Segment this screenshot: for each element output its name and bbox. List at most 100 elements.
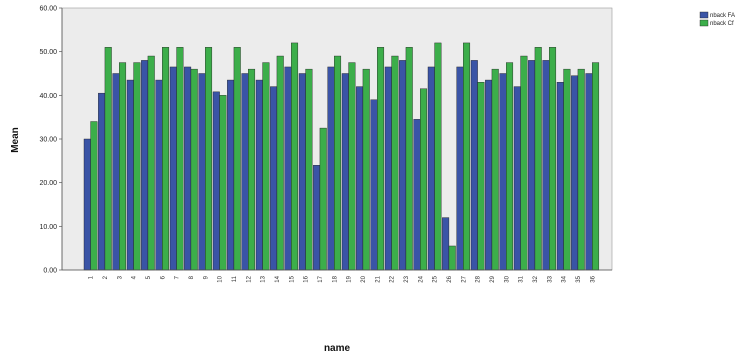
bar-series1-cat18 — [327, 66, 335, 271]
bar-series2-cat14 — [276, 55, 284, 271]
bar-series1-cat10 — [212, 91, 220, 271]
bar-series1-cat14 — [270, 86, 278, 271]
bar-series2-cat21 — [377, 47, 385, 271]
y-tick-label: 10.00 — [39, 224, 57, 231]
bar-series1-cat25 — [427, 66, 435, 271]
bar-series2-cat23 — [405, 47, 413, 271]
y-tick-label: 20.00 — [39, 180, 57, 187]
bar-series1-cat31 — [513, 86, 521, 271]
bar-series2-cat4 — [133, 62, 141, 271]
x-category-label: 6 — [160, 275, 166, 279]
legend-swatch-2 — [699, 19, 709, 27]
bar-series1-cat2 — [98, 92, 106, 271]
x-category-label: 18 — [332, 275, 338, 282]
x-category-label: 15 — [289, 275, 295, 282]
bar-series1-cat9 — [198, 73, 206, 271]
legend-label-2: nback Cf — [710, 21, 734, 27]
x-category-label: 25 — [433, 275, 439, 282]
x-category-label: 4 — [132, 275, 138, 279]
x-category-label: 20 — [361, 275, 367, 282]
y-axis-ticks: 0.00 10.00 20.00 30.00 40.00 50.00 60.00 — [39, 6, 62, 275]
bar-series1-cat8 — [184, 66, 192, 271]
bar-series2-cat33 — [549, 47, 557, 271]
bar-series2-cat15 — [291, 42, 299, 271]
x-category-label: 33 — [547, 275, 553, 282]
bar-series2-cat17 — [319, 127, 327, 271]
y-tick-label: 50.00 — [39, 49, 57, 56]
bar-series1-cat4 — [126, 79, 134, 271]
x-category-label: 35 — [576, 275, 582, 282]
x-category-label: 17 — [318, 275, 324, 282]
bar-series1-cat27 — [456, 66, 464, 271]
x-axis-labels: 1 2 3 4 5 6 7 8 9 10 11 12 13 14 15 16 17 18 19 20 21 22 23 24 2… — [89, 275, 597, 282]
bar-series2-cat5 — [147, 55, 155, 271]
bar-series1-cat20 — [356, 86, 364, 271]
bar-series2-cat13 — [262, 62, 270, 271]
bar-series1-cat24 — [413, 119, 421, 271]
legend: nback FA nback Cf — [699, 11, 735, 27]
bar-series1-cat15 — [284, 66, 292, 271]
bar-series2-cat8 — [190, 68, 198, 271]
bar-series1-cat23 — [399, 60, 407, 271]
x-category-label: 34 — [562, 275, 568, 282]
x-category-label: 31 — [519, 275, 525, 282]
bar-series2-cat19 — [348, 62, 356, 271]
x-category-label: 5 — [146, 275, 152, 279]
legend-swatch-1 — [699, 11, 709, 19]
bar-series1-cat7 — [169, 66, 177, 271]
bar-series2-cat26 — [448, 245, 456, 271]
x-category-label: 23 — [404, 275, 410, 282]
bar-series1-cat6 — [155, 79, 163, 271]
bar-series1-cat11 — [227, 79, 235, 271]
bar-series2-cat35 — [577, 68, 585, 271]
x-category-label: 10 — [218, 275, 224, 282]
bar-series2-cat36 — [592, 62, 600, 271]
bar-series2-cat31 — [520, 55, 528, 271]
bar-series2-cat12 — [248, 68, 256, 271]
bar-series2-cat24 — [420, 88, 428, 271]
x-category-label: 7 — [175, 275, 181, 279]
bar-series1-cat32 — [528, 60, 536, 271]
bar-series1-cat22 — [384, 66, 392, 271]
x-category-label: 28 — [476, 275, 482, 282]
x-category-label: 2 — [103, 275, 109, 279]
bar-series1-cat17 — [313, 164, 321, 271]
x-category-label: 22 — [390, 275, 396, 282]
bar-series2-cat11 — [233, 47, 241, 271]
bar-series1-cat34 — [556, 82, 564, 271]
bar-series1-cat12 — [241, 73, 249, 271]
bar-series2-cat32 — [534, 47, 542, 271]
bar-series2-cat10 — [219, 95, 227, 271]
y-tick-label: 60.00 — [39, 6, 57, 13]
x-category-label: 13 — [261, 275, 267, 282]
bar-series1-cat19 — [341, 73, 349, 271]
bar-series2-cat28 — [477, 82, 485, 271]
x-category-label: 8 — [189, 275, 195, 279]
x-category-label: 32 — [533, 275, 539, 282]
bar-series2-cat16 — [305, 68, 313, 271]
x-category-label: 24 — [418, 275, 424, 282]
y-axis-title: Mean — [10, 127, 21, 153]
x-category-label: 9 — [203, 275, 209, 279]
bar-series2-cat9 — [205, 47, 213, 271]
x-category-label: 14 — [275, 275, 281, 282]
y-tick-label: 30.00 — [39, 137, 57, 144]
bar-series2-cat7 — [176, 47, 184, 271]
x-category-label: 1 — [89, 275, 95, 279]
x-category-label: 19 — [347, 275, 353, 282]
bar-series2-cat18 — [334, 55, 342, 271]
x-category-label: 11 — [232, 275, 238, 282]
bar-series2-cat2 — [104, 47, 112, 271]
bar-series2-cat3 — [119, 62, 127, 271]
y-tick-label: 0.00 — [43, 268, 57, 275]
bar-series2-cat1 — [90, 121, 98, 271]
bar-series1-cat30 — [499, 73, 507, 271]
x-category-label: 30 — [504, 275, 510, 282]
x-category-label: 27 — [461, 275, 467, 282]
x-category-label: 26 — [447, 275, 453, 282]
bar-series2-cat25 — [434, 42, 442, 271]
bar-series1-cat5 — [141, 60, 149, 271]
bar-series1-cat21 — [370, 99, 378, 271]
bar-series1-cat29 — [485, 79, 493, 271]
bar-series2-cat34 — [563, 68, 571, 271]
